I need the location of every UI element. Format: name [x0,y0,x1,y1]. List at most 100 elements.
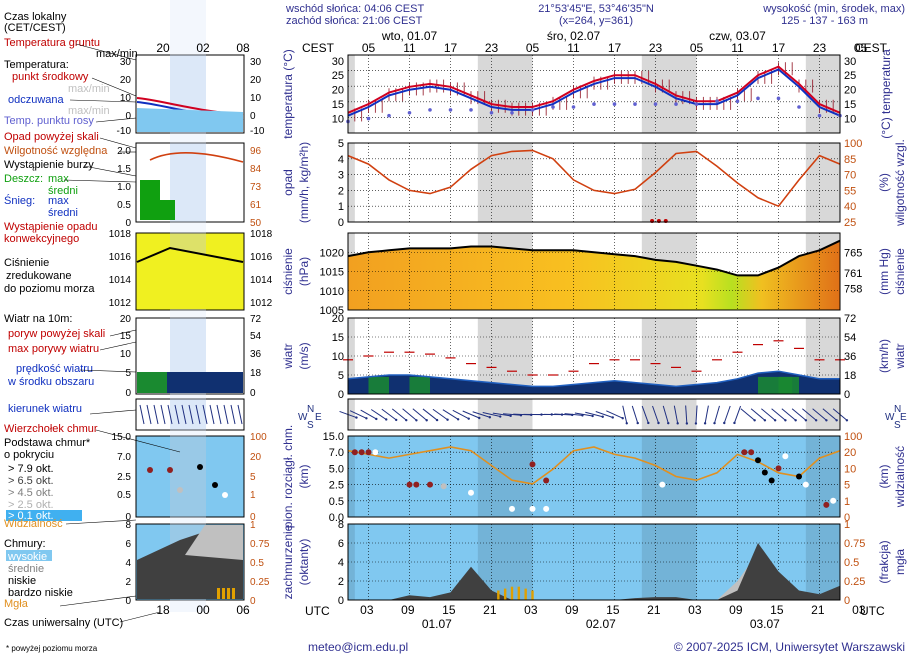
axis-title: (oktanty) [297,539,311,586]
tick-label: 25 [332,70,344,82]
wind-arrow-head [835,419,838,422]
tick-label: 0 [338,389,344,401]
legend-tick: -10 [117,126,132,137]
legend-tick: 1.0 [117,182,131,193]
legend-fog-bar [227,588,230,599]
cloud-base-dot [372,449,379,456]
legend-label: średnie [8,563,44,575]
cloud-base-dot [796,473,802,480]
coordinates-text: 21°53'45"E, 53°46'35"N [538,3,654,15]
legend-label: Temperatura: [4,59,69,71]
axis-title: (frakcja) [877,540,891,583]
night-band [805,143,840,222]
wind-arrow [673,405,679,424]
low-cloud-area [348,543,840,600]
legend-connector [99,341,137,351]
wind-arrow [685,405,688,424]
legend-tick: 0 [250,512,256,523]
legend-top-hour: 08 [236,41,250,55]
legend-label: Opad powyżej skali [4,131,99,143]
wind-arrow-head [395,418,398,422]
wind-arrow [822,408,837,421]
tick-label: 7.0 [329,447,344,459]
wind-arrow-head [804,419,808,422]
tick-label: 18 [844,370,856,382]
legend-wind-arrow [195,404,201,425]
cloud-base-dot [427,481,433,488]
dew-point-dot [674,102,678,106]
wind-arrow [502,413,522,416]
wind-arrow [574,412,593,417]
axis-title: (m/s) [297,342,311,369]
dew-point-dot [612,102,617,106]
legend-wind-arrow [167,404,173,425]
fog-bar [517,586,521,600]
legend-frame [135,435,245,518]
utc-label-left: UTC [305,604,330,618]
axis-title: opad [281,169,295,196]
tick-label: 1015 [320,267,344,279]
legend-connector [65,519,137,525]
tick-label: 20 [844,447,856,459]
bottom-hour-label: 15 [442,603,456,617]
wind-arrow-head [794,419,797,422]
wind-arrow-head [446,418,449,421]
night-band [477,143,533,222]
legend-tick: 1012 [250,298,273,309]
tick-label: 70 [844,170,856,182]
elevation-value: 125 - 137 - 163 m [781,15,868,27]
tick-label: 15.0 [323,431,344,443]
tick-label: 25 [844,217,856,229]
cloud-base-dot [440,483,447,490]
legend-tick: 0 [125,111,131,122]
legend-tick: 1012 [109,298,132,309]
wind-arrow [349,410,367,419]
top-hour-label: 23 [485,41,499,55]
wind-arrow [595,411,613,418]
wind-arrow [482,411,501,418]
tick-label: 15 [332,332,344,344]
panel-frame [347,232,841,311]
cloud-base-dot [748,449,755,456]
wind-arrow-head [601,415,604,418]
wind-arrow-head [591,414,594,418]
wind-arrow-head [753,419,756,422]
temperature-panel: 10 15 20 25 30 10 15 20 25 30 temperatura (°C) (°C)… [281,49,893,139]
legend-tick: 7.0 [117,452,131,463]
axis-title: (mm Hg) [877,248,891,295]
wind-arrow-head [825,419,828,422]
legend-tick: 4 [125,558,131,569]
wind-arrow [750,408,766,421]
fog-bar [524,588,527,600]
legend-label: Wilgotność względna [4,145,108,157]
legend-pressure-area [137,248,243,309]
legend-tick: 0.75 [250,539,270,550]
legend-label: Wierzchołek chmur [4,423,98,435]
legend-tick: 30 [120,57,132,68]
legend-tick: 0.5 [250,558,264,569]
compass-letter: W [298,412,308,423]
legend-night [170,399,206,430]
tick-label: 761 [844,268,862,280]
tick-label: 0 [844,595,850,607]
wind-arrow-head [478,416,481,420]
legend-fog-bar [232,588,235,599]
wind-arrow-head [723,421,726,425]
bottom-hour-label: 09 [729,603,743,617]
legend-frame [135,317,245,395]
legend-connector [99,137,137,149]
footnote: * powyżej poziomu morza [6,644,98,653]
wind-arrow-head [456,418,460,421]
top-day-label: śro, 02.07 [547,29,601,43]
night-band [805,399,840,430]
legend-frame [135,54,245,134]
email-link[interactable]: meteo@icm.edu.pl [308,640,408,654]
tick-label: 2.5 [329,480,344,492]
tick-label: 0.75 [844,538,865,550]
tick-label: 30 [844,56,856,68]
night-band [477,55,533,133]
wind-arrow [360,409,377,420]
tick-label: 1005 [320,305,344,317]
wind-arrow [585,411,603,418]
